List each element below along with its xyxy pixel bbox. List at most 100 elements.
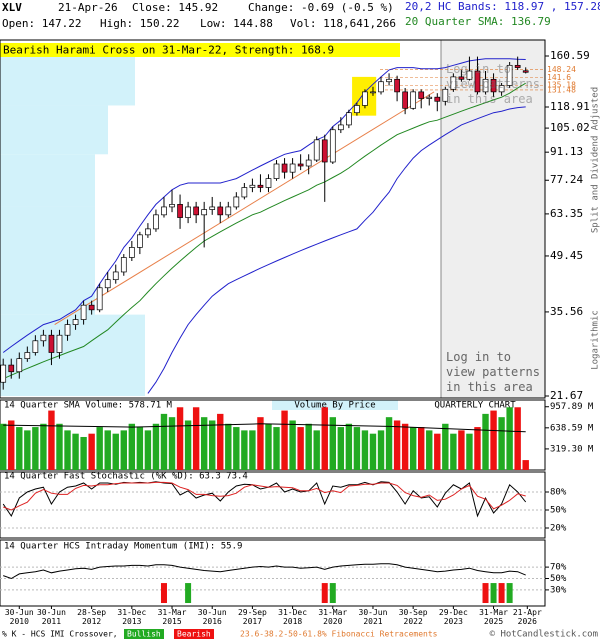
candle-body: [161, 206, 167, 216]
volume-bar: [120, 430, 127, 470]
y-tick-label: 30%: [550, 585, 567, 595]
high: High: 150.22: [100, 17, 179, 30]
candle-body: [233, 196, 240, 208]
candle-body: [96, 287, 103, 311]
volume-bar: [418, 427, 425, 470]
candle-body: [450, 76, 457, 90]
candle-body: [410, 91, 417, 109]
candle-body: [482, 78, 489, 93]
candle-body: [112, 271, 119, 281]
candle-body: [370, 91, 376, 94]
locked-note: Log in to view patterns in this area: [446, 62, 540, 106]
volume-bar: [498, 417, 505, 470]
candle-body: [201, 209, 208, 216]
y-tick-label: 118.91: [550, 100, 590, 113]
candle-body: [313, 139, 320, 161]
candle-body: [8, 364, 15, 373]
volume-bar: [64, 430, 71, 470]
imi-title: 14 Quarter HCS Intraday Momentum (IMI): …: [4, 542, 242, 552]
candle-body: [362, 91, 368, 106]
candle-body: [498, 85, 505, 93]
candle-body: [346, 112, 352, 126]
volume-bar: [144, 430, 152, 470]
candle-body: [24, 352, 31, 360]
fibonacci: 23.6-38.2-50-61.8% Fibonacci Retracement…: [240, 630, 438, 639]
y-tick-label: 105.02: [550, 121, 590, 134]
volume-by-price: [0, 105, 108, 155]
candle-body: [281, 163, 288, 173]
volume-bar: [225, 423, 232, 470]
volume-bar: [217, 413, 224, 470]
candle-body: [394, 78, 400, 93]
candle-body: [128, 247, 135, 258]
signal: [321, 583, 328, 604]
volume-bar: [506, 407, 513, 470]
volume-bar: [329, 417, 336, 470]
volume-bar: [48, 410, 55, 470]
candle-body: [378, 81, 384, 93]
y-tick-label: 160.59: [550, 49, 590, 62]
candle-body: [217, 206, 224, 216]
y-tick-label: 50%: [550, 574, 567, 584]
line-series: [2, 481, 527, 518]
volume-bar: [401, 423, 409, 470]
volume-by-price: [0, 314, 145, 396]
volume-bar: [241, 430, 248, 470]
candle-body: [48, 334, 55, 353]
volume-bar: [40, 423, 47, 470]
y-tick-label: 21.67: [550, 389, 583, 402]
candle-body: [321, 139, 328, 163]
candle-body: [64, 324, 71, 336]
volume: Vol: 118,641,266: [290, 17, 396, 30]
volume-bar: [297, 427, 304, 470]
x-tick-label: 31-Dec 2018: [278, 608, 308, 626]
candle-body: [506, 64, 513, 86]
upper-band: [2, 58, 526, 353]
candle-body: [289, 163, 296, 173]
volume-bar: [490, 410, 497, 470]
volume-bar: [514, 407, 521, 470]
volume-bar: [385, 417, 393, 470]
x-tick-label: 31-Mar 2025: [479, 608, 508, 626]
low: Low: 144.88: [200, 17, 273, 30]
sma-legend: 20 Quarter SMA: 136.79: [405, 15, 551, 28]
volume-bar: [482, 413, 489, 470]
volume-bar: [184, 420, 192, 470]
signal: [482, 583, 489, 604]
pattern-banner: [0, 43, 400, 57]
candle-body: [442, 88, 449, 102]
candle-body: [153, 214, 159, 230]
volume-bar: [168, 417, 176, 470]
x-tick-label: 31-Dec 2013: [117, 608, 147, 626]
volume-bar: [393, 420, 401, 470]
bands: 20,2 HC Bands: 118.97 , 157.28: [405, 0, 600, 13]
candle-body: [490, 78, 497, 93]
candle-body: [337, 124, 344, 131]
candle-body: [273, 163, 280, 179]
fib-label: 148.24: [547, 65, 576, 74]
candle-body: [80, 304, 87, 320]
crossover: % K - HCS IMI Crossover,: [2, 630, 118, 639]
volume-bar: [257, 417, 264, 470]
bearish: Bearish: [177, 630, 211, 639]
bullish-bg: [124, 629, 164, 639]
volume-bar: [434, 433, 441, 470]
volume-bar: [104, 430, 111, 470]
candle-body: [209, 206, 216, 210]
candle-body: [137, 234, 143, 248]
volume-bar: [345, 423, 353, 470]
volume-bar: [321, 407, 328, 470]
bullish: Bullish: [127, 630, 161, 639]
candle-body: [177, 204, 183, 218]
volume-bar: [152, 423, 160, 470]
trendline: [54, 91, 435, 326]
signal: [185, 583, 192, 604]
volume-bar: [474, 427, 481, 470]
candle-body: [40, 334, 47, 342]
volume-bar: [409, 427, 417, 470]
volume-bar: [24, 430, 31, 470]
volume-bar: [305, 423, 312, 470]
x-tick-label: 30-Jun 2011: [36, 608, 66, 626]
volume-bar: [377, 430, 385, 470]
symbol: XLV: [2, 1, 22, 14]
